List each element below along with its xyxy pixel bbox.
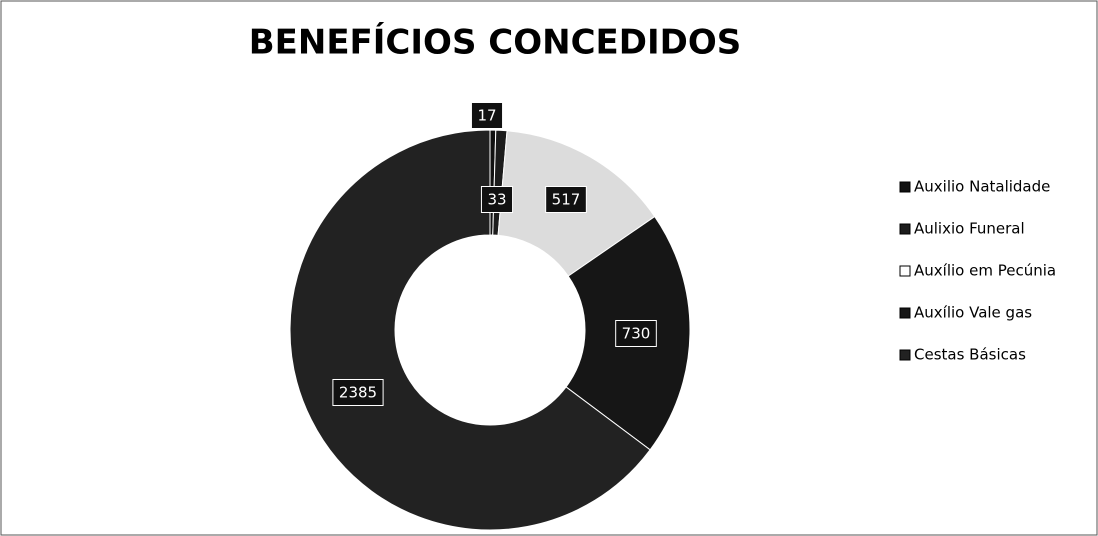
legend-marker bbox=[899, 223, 911, 235]
legend-label: Cestas Básicas bbox=[914, 346, 1026, 364]
data-label: 2385 bbox=[339, 384, 377, 402]
legend-label: Auxílio Vale gas bbox=[914, 304, 1032, 322]
donut-slice bbox=[289, 129, 651, 531]
chart-title: BENEFÍCIOS CONCEDIDOS bbox=[249, 22, 742, 63]
legend-label: Auxilio Natalidade bbox=[914, 178, 1050, 196]
data-label-box bbox=[545, 186, 587, 213]
data-label: 517 bbox=[552, 191, 581, 209]
legend-marker bbox=[899, 307, 911, 319]
legend-label: Auxílio em Pecúnia bbox=[914, 262, 1056, 280]
data-label-box bbox=[332, 379, 384, 406]
legend-marker bbox=[899, 181, 911, 193]
data-label-box bbox=[480, 186, 514, 213]
data-label: 730 bbox=[622, 325, 651, 343]
data-label: 17 bbox=[477, 107, 496, 125]
data-label: 33 bbox=[487, 191, 506, 209]
legend-marker bbox=[899, 265, 911, 277]
data-label-box bbox=[615, 320, 657, 347]
data-label-box bbox=[470, 102, 504, 129]
legend-marker bbox=[899, 349, 911, 361]
legend-label: Aulixio Funeral bbox=[914, 220, 1025, 238]
